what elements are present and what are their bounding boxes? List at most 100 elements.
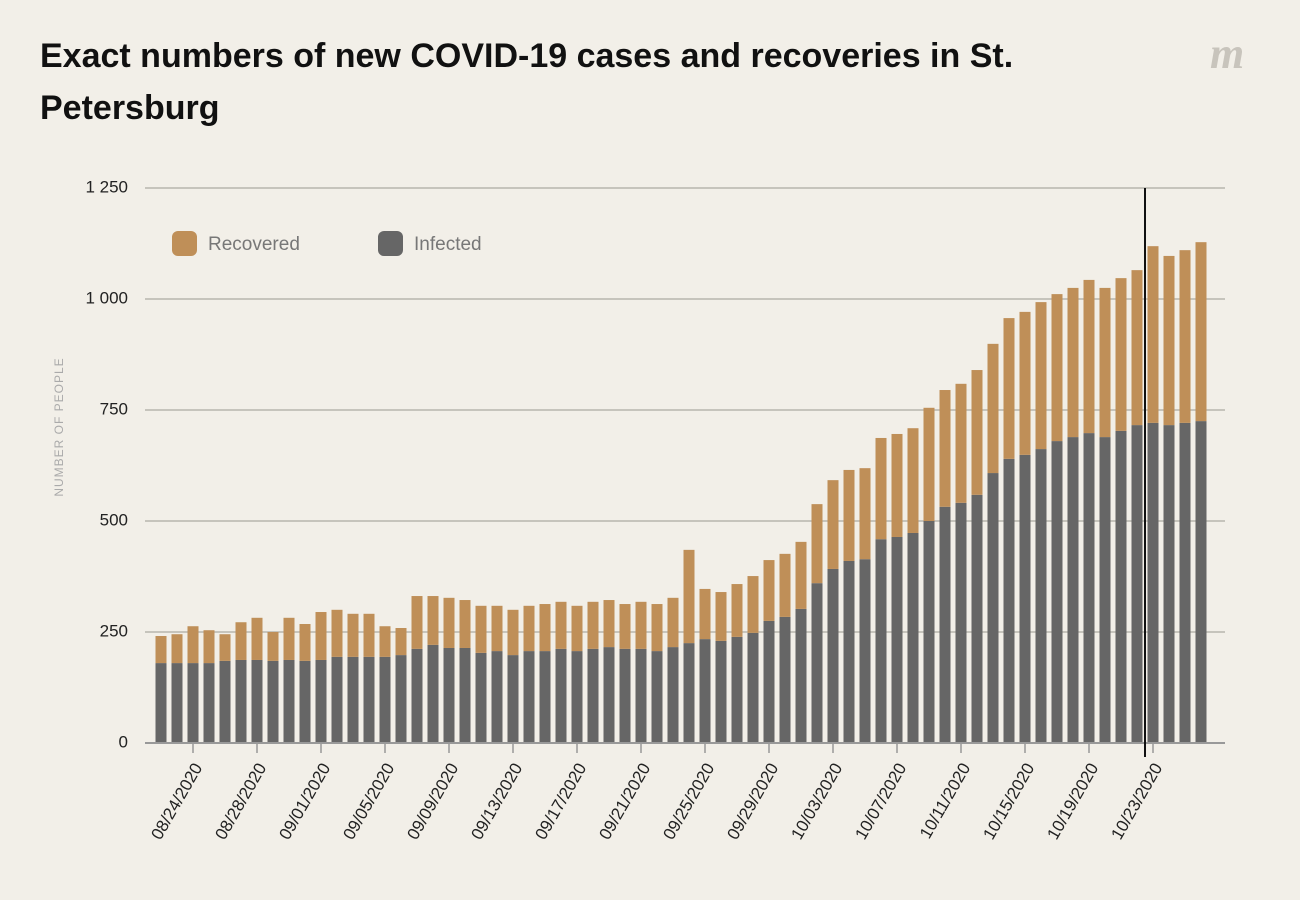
bar-segment (1035, 302, 1047, 450)
bar-segment (939, 506, 951, 743)
bar-segment (635, 601, 647, 649)
bar-segment (683, 549, 695, 644)
bar-segment (171, 663, 183, 743)
bar-segment (1179, 422, 1191, 743)
bar-segment (827, 568, 839, 743)
x-tick-label: 09/09/2020 (403, 760, 462, 843)
bar-segment (347, 656, 359, 743)
x-tick-label: 09/01/2020 (275, 760, 334, 843)
bar-segment (459, 647, 471, 743)
bar-segment (347, 613, 359, 657)
bar-segment (923, 521, 935, 743)
bar-segment (1147, 246, 1159, 423)
logo: m (1210, 29, 1245, 78)
x-tick-label: 08/24/2020 (147, 760, 206, 843)
bar-segment (891, 536, 903, 743)
legend-label: Recovered (208, 234, 300, 255)
chart-title: Exact numbers of new COVID-19 cases and … (40, 37, 1014, 127)
bar-segment (1003, 318, 1015, 459)
y-tick-label: 1 250 (85, 177, 128, 196)
bar-segment (907, 428, 919, 533)
bar-segment (1115, 278, 1127, 431)
bar-segment (1179, 250, 1191, 423)
bar-segment (507, 655, 519, 743)
bar-segment (779, 553, 791, 617)
bar-segment (443, 597, 455, 648)
bar-segment (891, 433, 903, 537)
bar-segment (555, 648, 567, 743)
bar-segment (299, 624, 311, 661)
bar-segment (427, 596, 439, 645)
bar-segment (731, 636, 743, 743)
bar-segment (827, 480, 839, 569)
bar-segment (795, 541, 807, 609)
y-tick-label: 250 (100, 621, 128, 640)
bar-segment (603, 647, 615, 743)
x-tick-label: 09/05/2020 (339, 760, 398, 843)
y-axis-label: NUMBER OF PEOPLE (52, 357, 66, 496)
bar-segment (603, 600, 615, 648)
bar-segment (299, 660, 311, 743)
bar-segment (475, 652, 487, 743)
bar-segment (411, 648, 423, 743)
bar-segment (1019, 311, 1031, 455)
bar-segment (907, 532, 919, 743)
bar-segment (539, 651, 551, 743)
bar-segment (955, 383, 967, 503)
bar-segment (555, 601, 567, 649)
x-tick-label: 08/28/2020 (211, 760, 270, 843)
bar-segment (331, 609, 343, 657)
x-tick-label: 09/21/2020 (595, 760, 654, 843)
bar-segment (155, 663, 167, 743)
bar-segment (411, 596, 423, 649)
bar-segment (1083, 279, 1095, 434)
bar-segment (763, 620, 775, 743)
bar-segment (715, 640, 727, 743)
bar-segment (331, 656, 343, 743)
bar-segment (859, 468, 871, 560)
bar-segment (235, 622, 247, 660)
bar-segment (283, 617, 295, 660)
x-tick-label: 09/29/2020 (723, 760, 782, 843)
legend-label: Infected (414, 234, 482, 255)
bar-segment (1115, 430, 1127, 743)
bar-segment (971, 370, 983, 495)
bar-segment (1131, 270, 1143, 426)
x-tick-label: 10/07/2020 (851, 760, 910, 843)
bar-segment (523, 605, 535, 652)
bar-segment (395, 628, 407, 656)
bar-segment (459, 600, 471, 648)
x-tick-label: 10/15/2020 (979, 760, 1038, 843)
bar-segment (667, 647, 679, 743)
legend-swatch (172, 231, 197, 256)
bar-segment (1051, 441, 1063, 743)
bar-segment (219, 634, 231, 661)
bar-segment (203, 663, 215, 743)
bar-segment (1083, 433, 1095, 743)
bar-segment (1003, 458, 1015, 743)
bar-segment (923, 407, 935, 521)
bar-segment (491, 651, 503, 743)
bar-segment (1131, 425, 1143, 743)
bar-segment (955, 502, 967, 743)
bar-segment (1035, 449, 1047, 743)
bar-segment (491, 605, 503, 652)
bar-segment (651, 651, 663, 743)
bar-segment (523, 651, 535, 743)
y-tick-label: 0 (119, 732, 128, 751)
x-tick-label: 10/03/2020 (787, 760, 846, 843)
bar-segment (507, 609, 519, 656)
bar-segment (843, 560, 855, 743)
x-tick-label: 10/11/2020 (916, 760, 974, 842)
bar-segment (619, 604, 631, 649)
bar-segment (267, 660, 279, 743)
legend-swatch (378, 231, 403, 256)
bar-segment (427, 644, 439, 743)
bar-segment (379, 626, 391, 657)
bar-segment (971, 494, 983, 743)
bar-segment (1051, 294, 1063, 442)
bar-segment (859, 559, 871, 743)
bar-segment (779, 616, 791, 743)
